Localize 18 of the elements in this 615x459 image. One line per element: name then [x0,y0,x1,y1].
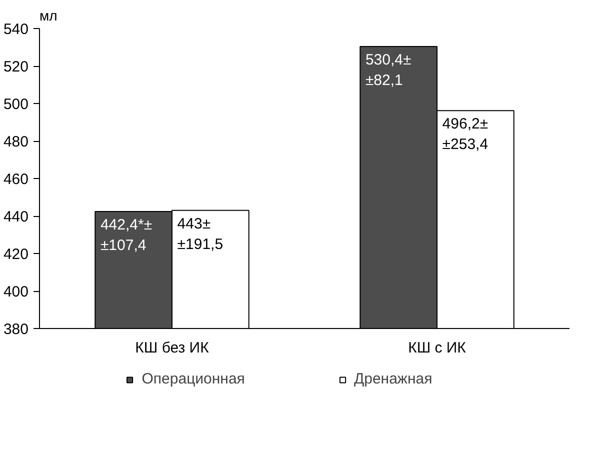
data-label: 442,4*± ±107,4 [100,216,152,254]
y-tick-label: 440 [3,208,29,226]
y-tick-label: 520 [3,58,29,76]
y-tick-label: 500 [3,96,29,113]
data-label: 496,2± ±253,4 [442,116,488,154]
legend-label: Дренажная [354,370,432,388]
y-tick-label: 480 [3,134,29,150]
x-tick-label: КШ без ИК [135,340,210,356]
legend-label: Операционная [142,370,245,388]
y-axis-title: мл [40,8,58,24]
x-tick-label: КШ с ИК [408,340,466,356]
data-label: 530,4± ±82,1 [365,52,412,89]
y-tick-label: 540 [3,21,29,38]
y-tick-label: 420 [3,246,29,263]
y-tick-label: 400 [3,284,29,300]
y-tick-label: 460 [3,171,29,188]
data-label: 443± ±191,5 [177,215,224,253]
y-tick-label: 380 [3,321,29,338]
